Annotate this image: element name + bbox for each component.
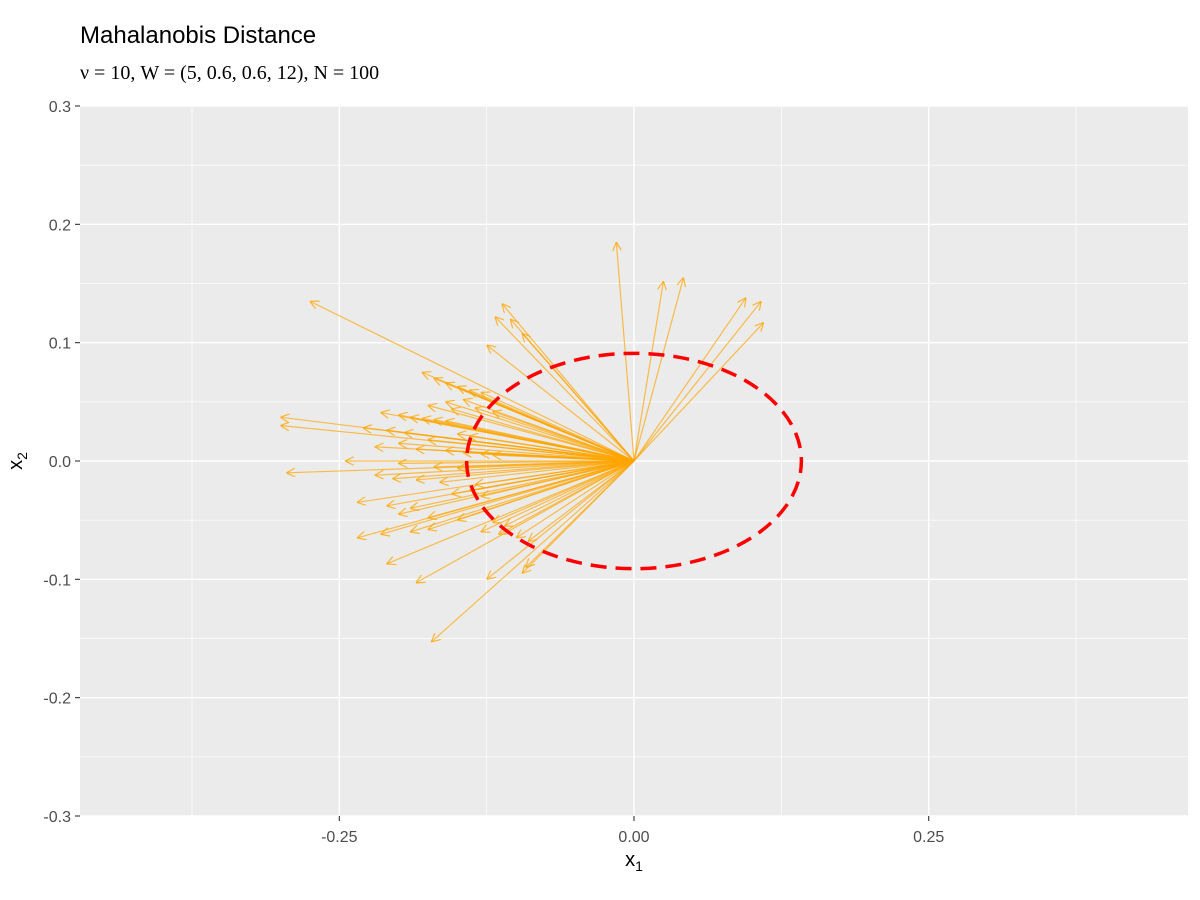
x-tick-label: -0.25 (321, 829, 358, 846)
arrow (633, 323, 764, 462)
arrow (310, 301, 635, 462)
x-axis-label: x1 (625, 849, 643, 874)
y-axis-label-subscript: 2 (14, 452, 30, 460)
arrow (481, 460, 635, 532)
y-tick-label: 0.3 (49, 99, 71, 116)
arrow (481, 392, 635, 462)
arrow (504, 460, 635, 526)
y-tick-label: -0.1 (43, 572, 71, 589)
y-tick-label: 0.2 (49, 217, 71, 234)
arrow (516, 460, 635, 538)
arrow (616, 242, 635, 462)
arrow (495, 317, 635, 462)
arrow (375, 460, 635, 475)
arrow (428, 440, 635, 462)
arrow (522, 333, 635, 462)
x-axis-ticks: -0.25 0.00 0.25 (321, 816, 944, 846)
x-axis-label-main: x (625, 849, 635, 871)
arrow (386, 460, 635, 564)
arrow (493, 455, 635, 462)
arrow (528, 460, 635, 541)
arrow (381, 460, 635, 534)
x-axis-label-subscript: 1 (635, 858, 643, 874)
arrow (416, 460, 635, 480)
x-tick-label: 0.00 (618, 829, 649, 846)
arrow (357, 460, 635, 502)
arrow (469, 436, 635, 462)
arrow (286, 460, 635, 473)
arrow (398, 460, 635, 514)
arrow (487, 345, 635, 462)
grid-major (80, 105, 1188, 817)
chart-title: Mahalanobis Distance (80, 22, 317, 49)
arrow (633, 278, 684, 462)
arrow (416, 460, 635, 583)
chart-subtitle: ν = 10, W = (5, 0.6, 0.6, 12), N = 100 (80, 62, 380, 84)
y-axis-ticks: -0.3 -0.2 -0.1 0.0 0.1 0.2 0.3 (43, 99, 80, 826)
y-axis-label-main: x (5, 460, 27, 470)
arrow (502, 304, 635, 462)
arrow (487, 460, 635, 579)
arrow (440, 460, 635, 482)
mahalanobis-ellipse (464, 351, 804, 571)
arrow (404, 433, 635, 462)
arrow (633, 301, 761, 462)
arrow (493, 411, 635, 462)
y-tick-label: -0.3 (43, 809, 71, 826)
y-axis-label: x2 (5, 452, 30, 470)
arrow (398, 443, 635, 462)
arrow (633, 298, 746, 462)
arrow (633, 281, 663, 462)
y-tick-label: 0.1 (49, 336, 71, 353)
y-tick-label: -0.2 (43, 691, 71, 708)
y-tick-label: 0.0 (49, 454, 71, 471)
arrow (386, 460, 635, 506)
arrow (431, 460, 635, 642)
arrow (428, 460, 635, 530)
x-tick-label: 0.25 (913, 829, 944, 846)
